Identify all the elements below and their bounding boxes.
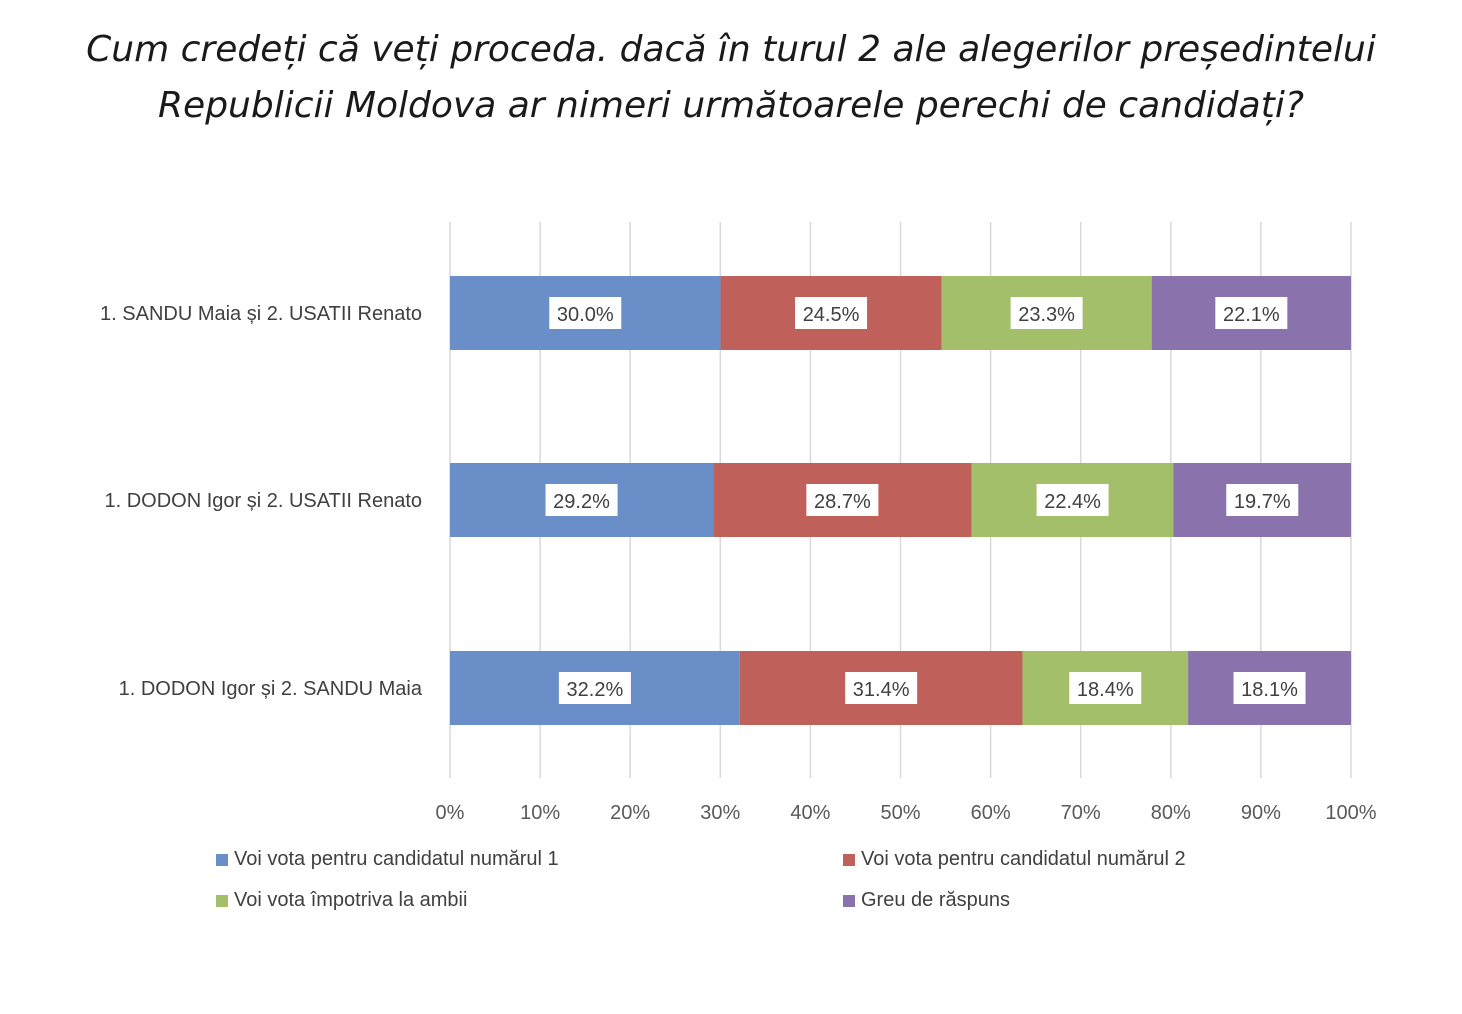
data-label-box <box>1036 484 1109 516</box>
data-label: 22.1% <box>1223 304 1280 326</box>
x-tick-label: 70% <box>1061 802 1101 824</box>
data-label: 18.1% <box>1241 679 1298 701</box>
data-label-box <box>806 484 879 516</box>
chart-title-line-1: Cum credeți că veți proceda. dacă în tur… <box>86 29 1376 70</box>
data-label: 19.7% <box>1234 491 1291 513</box>
data-label: 22.4% <box>1044 491 1101 513</box>
category-label: 1. DODON Igor și 2. USATII Renato <box>104 490 422 512</box>
x-tick-label: 10% <box>520 802 560 824</box>
data-label: 32.2% <box>567 679 624 701</box>
data-label-box <box>845 672 918 704</box>
data-label: 28.7% <box>814 491 871 513</box>
chart-title: Cum credeți că veți proceda. dacă în tur… <box>0 22 1462 134</box>
x-tick-label: 40% <box>790 802 830 824</box>
x-tick-label: 60% <box>971 802 1011 824</box>
data-label: 18.4% <box>1077 679 1134 701</box>
x-tick-label: 90% <box>1241 802 1281 824</box>
chart-title-line-2: Republicii Moldova ar nimeri următoarele… <box>158 85 1304 126</box>
x-tick-label: 30% <box>700 802 740 824</box>
data-label-box <box>549 297 622 329</box>
data-label-box <box>1215 297 1288 329</box>
data-label-box <box>1010 297 1083 329</box>
data-label: 23.3% <box>1018 304 1075 326</box>
data-label-box <box>558 672 631 704</box>
data-label: 24.5% <box>803 304 860 326</box>
data-label-box <box>545 484 618 516</box>
data-label-box <box>1233 672 1306 704</box>
data-label-box <box>1226 484 1299 516</box>
data-label-box <box>1069 672 1142 704</box>
x-tick-label: 20% <box>610 802 650 824</box>
x-tick-label: 50% <box>880 802 920 824</box>
category-label: 1. SANDU Maia și 2. USATII Renato <box>100 303 422 325</box>
category-label: 1. DODON Igor și 2. SANDU Maia <box>119 678 423 700</box>
x-tick-label: 100% <box>1325 802 1376 824</box>
data-label-box <box>795 297 868 329</box>
x-tick-label: 0% <box>436 802 465 824</box>
data-label: 31.4% <box>853 679 910 701</box>
data-label: 30.0% <box>557 304 614 326</box>
x-tick-label: 80% <box>1151 802 1191 824</box>
data-label: 29.2% <box>553 491 610 513</box>
